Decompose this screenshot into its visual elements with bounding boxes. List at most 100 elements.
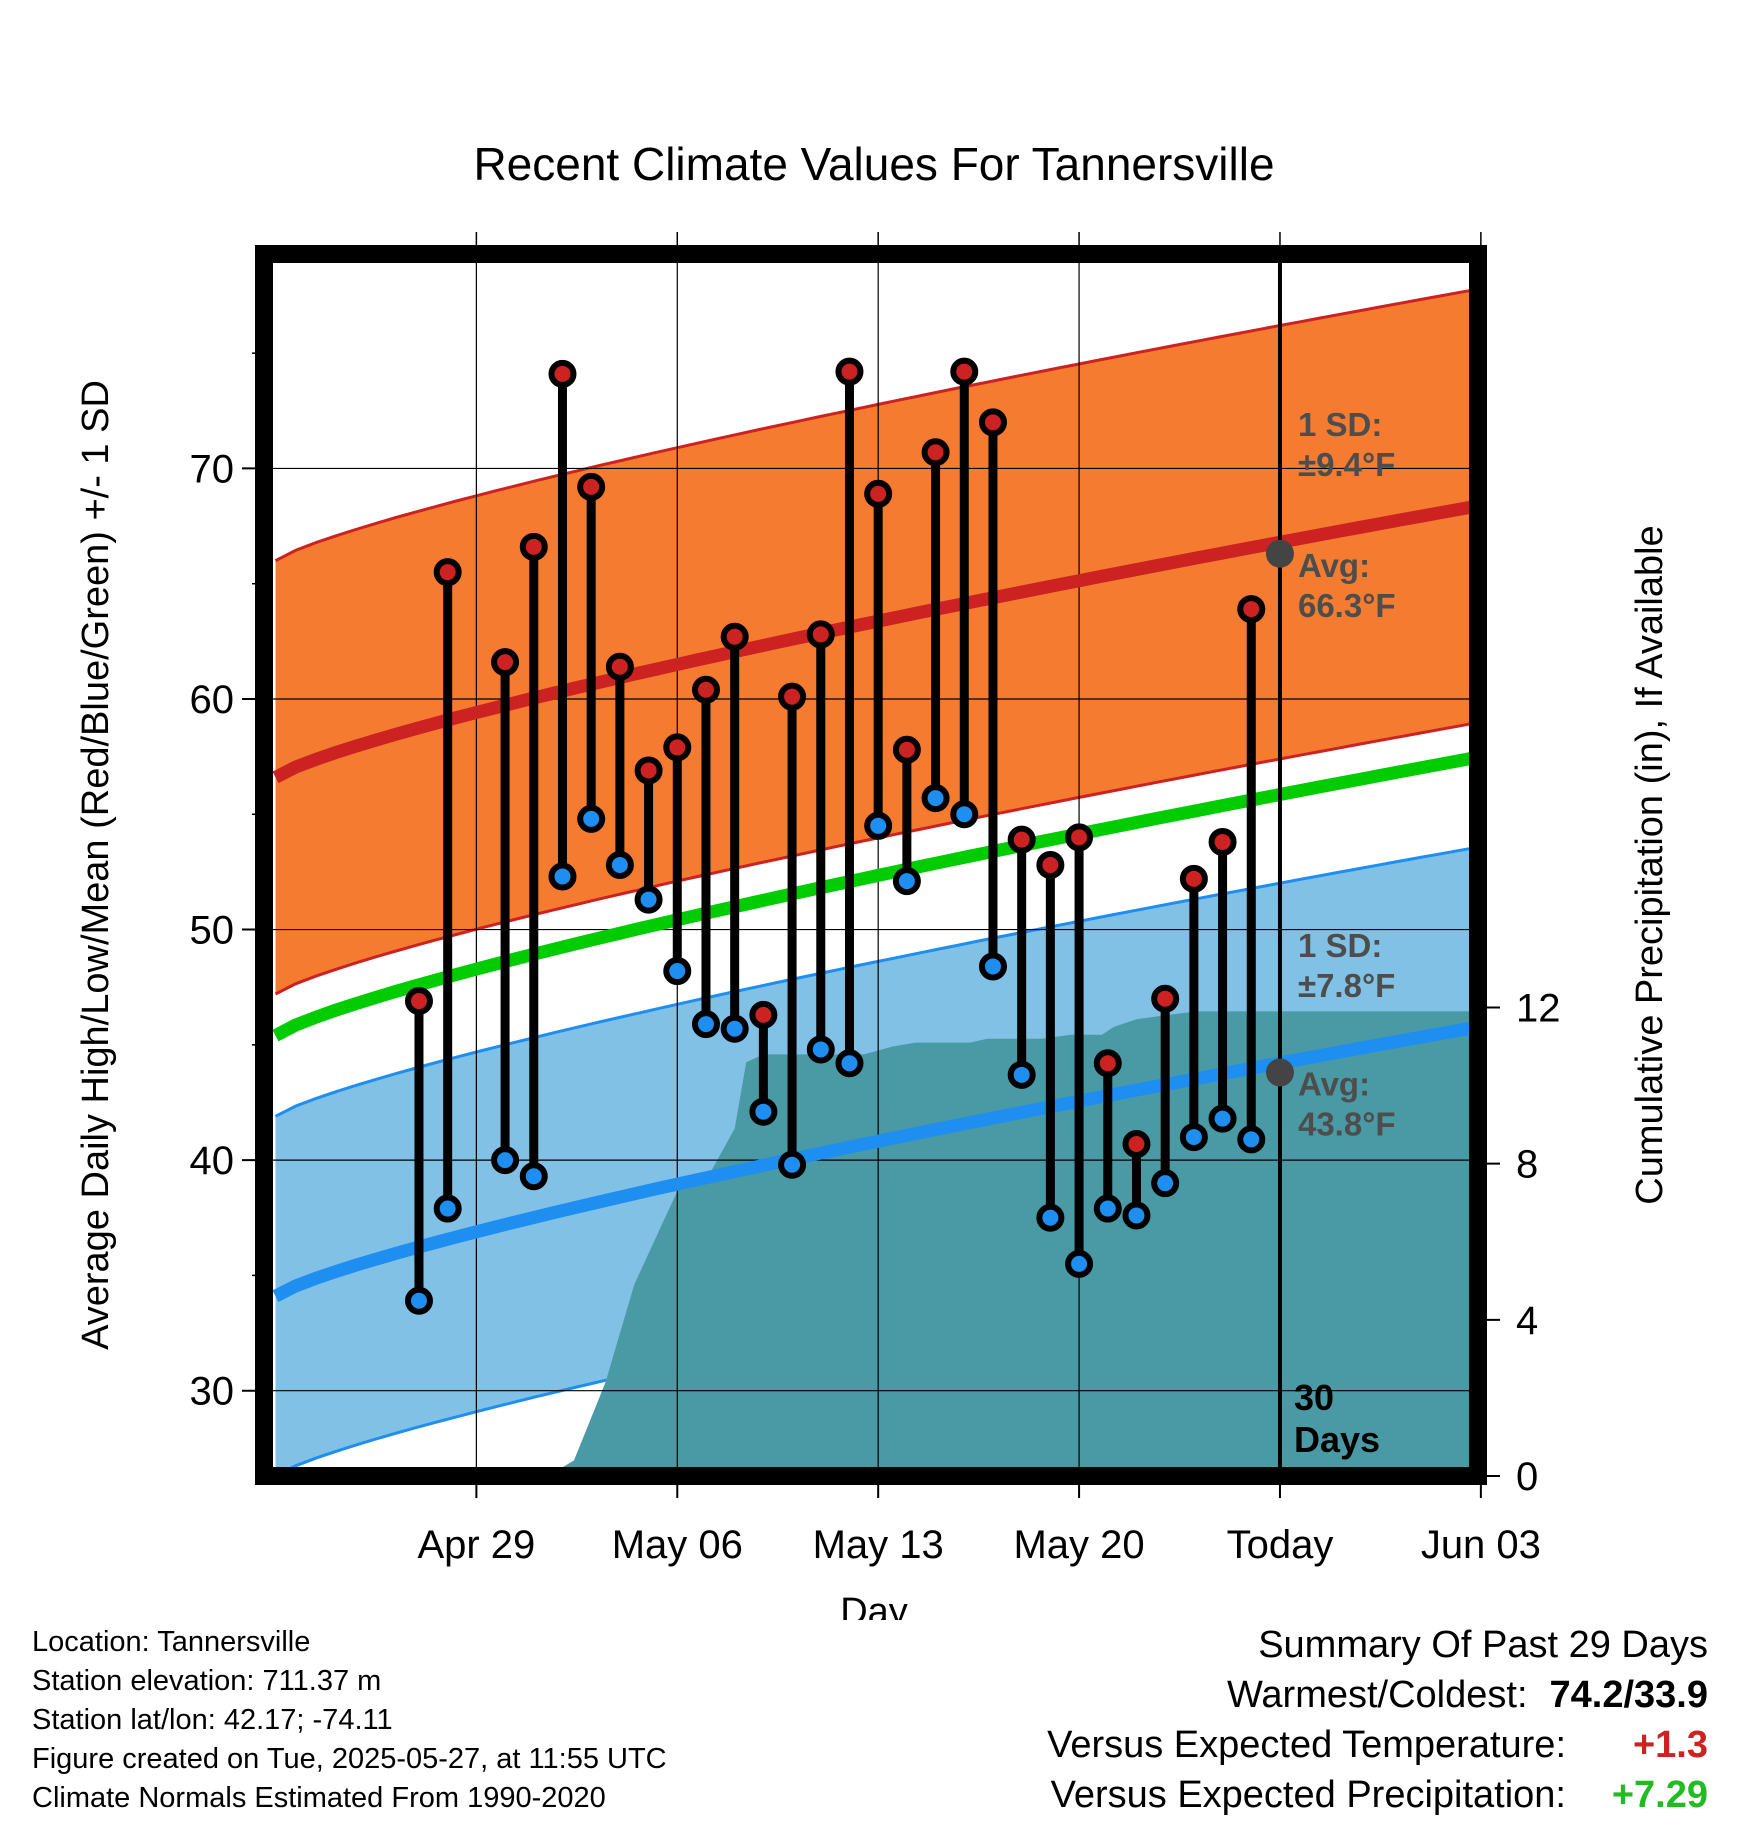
low-point	[1065, 1249, 1094, 1278]
low-point	[1007, 1060, 1036, 1089]
low-point	[404, 1286, 433, 1315]
low-point	[663, 957, 692, 986]
summary-temp-row: Versus Expected Temperature: +1.3	[1047, 1720, 1708, 1770]
low-point	[1093, 1194, 1122, 1223]
high-point	[1093, 1049, 1122, 1078]
annotation-line2: 43.8°F	[1298, 1106, 1396, 1143]
summary-panel: Summary Of Past 29 Days Warmest/Coldest:…	[1047, 1620, 1708, 1820]
plot-frame	[255, 245, 1487, 1485]
x-axis-label: Day	[840, 1591, 908, 1620]
temp-value: +1.3	[1632, 1724, 1708, 1766]
warm-cold-label: Warmest/Coldest:	[1226, 1674, 1528, 1716]
y-right-tick-label: 4	[1516, 1299, 1538, 1343]
low-point	[491, 1146, 520, 1175]
precip-value: +7.29	[1611, 1774, 1708, 1816]
high-point	[691, 675, 720, 704]
low-point	[978, 952, 1007, 981]
high-point	[634, 756, 663, 785]
high-point	[835, 357, 864, 386]
y-right-tick-label: 12	[1516, 987, 1561, 1031]
x-tick-label: Apr 29	[417, 1523, 535, 1567]
high-point	[1007, 825, 1036, 854]
high-point	[1179, 864, 1208, 893]
low-point	[778, 1150, 807, 1179]
y-tick-label: 50	[190, 909, 235, 953]
high-point	[921, 438, 950, 467]
low-point	[519, 1162, 548, 1191]
low-point	[950, 800, 979, 829]
y-right-tick-label: 0	[1516, 1455, 1538, 1499]
low-point	[864, 811, 893, 840]
precip-label: Versus Expected Precipitation:	[1050, 1774, 1566, 1816]
low-point	[577, 804, 606, 833]
high-point	[864, 479, 893, 508]
created-text: Figure created on Tue, 2025-05-27, at 11…	[32, 1743, 667, 1775]
low-point	[1179, 1123, 1208, 1152]
annotation-line2: 66.3°F	[1298, 587, 1396, 624]
low-point	[548, 862, 577, 891]
chart-title: Recent Climate Values For Tannersville	[473, 138, 1274, 190]
high-point	[663, 733, 692, 762]
high-point	[1122, 1129, 1151, 1158]
high-point	[892, 735, 921, 764]
low-point	[835, 1049, 864, 1078]
high-point	[778, 682, 807, 711]
low-point	[720, 1014, 749, 1043]
high-point	[950, 357, 979, 386]
x-tick-label: May 06	[612, 1523, 743, 1567]
location-text: Location: Tannersville	[32, 1626, 311, 1658]
low-point	[433, 1194, 462, 1223]
high-point	[491, 648, 520, 677]
annotation-line1: 1 SD:	[1298, 406, 1382, 443]
elevation-text: Station elevation: 711.37 m	[32, 1665, 382, 1697]
low-point	[1208, 1104, 1237, 1133]
station-info: Location: Tannersville Station elevation…	[32, 1623, 667, 1818]
high-point	[806, 620, 835, 649]
summary-warm-cold-row: Warmest/Coldest: 74.2/33.9	[1047, 1670, 1708, 1720]
normals-text: Climate Normals Estimated From 1990-2020	[32, 1782, 606, 1814]
y-axis-right-label: Cumulative Precipitation (in), If Availa…	[1629, 525, 1671, 1204]
y-tick-label: 60	[190, 678, 235, 722]
today-days-label: 30	[1294, 1377, 1334, 1418]
high-point	[1151, 984, 1180, 1013]
warm-cold-value: 74.2/33.9	[1549, 1674, 1708, 1716]
y-right-tick-label: 8	[1516, 1143, 1538, 1187]
today-normal-marker	[1265, 539, 1294, 568]
high-point	[978, 408, 1007, 437]
annotation-line2: ±9.4°F	[1298, 446, 1395, 483]
low-point	[1237, 1125, 1266, 1154]
x-tick-label: Jun 03	[1421, 1523, 1541, 1567]
annotation-line1: 1 SD:	[1298, 927, 1382, 964]
high-point	[577, 472, 606, 501]
temp-label: Versus Expected Temperature:	[1047, 1724, 1566, 1766]
high-point	[1208, 827, 1237, 856]
summary-heading: Summary Of Past 29 Days	[1258, 1624, 1708, 1666]
high-point	[433, 558, 462, 587]
low-point	[691, 1010, 720, 1039]
x-tick-label: Today	[1227, 1523, 1334, 1567]
low-point	[605, 851, 634, 879]
x-tick-label: May 13	[813, 1523, 944, 1567]
low-point	[1036, 1203, 1065, 1232]
today-days-label: Days	[1294, 1419, 1380, 1460]
y-tick-label: 70	[190, 447, 235, 491]
annotation-line1: Avg:	[1298, 1066, 1370, 1103]
y-axis-label: Average Daily High/Low/Mean (Red/Blue/Gr…	[75, 380, 117, 1350]
low-point	[921, 784, 950, 813]
high-point	[519, 532, 548, 561]
summary-precip-row: Versus Expected Precipitation: +7.29	[1047, 1770, 1708, 1820]
low-point	[892, 867, 921, 896]
x-tick-label: May 20	[1013, 1523, 1144, 1567]
latlon-text: Station lat/lon: 42.17; -74.11	[32, 1704, 393, 1736]
annotation-line2: ±7.8°F	[1298, 967, 1395, 1004]
y-tick-label: 40	[190, 1139, 235, 1183]
high-point	[749, 1000, 778, 1029]
low-point	[749, 1097, 778, 1126]
y-tick-label: 30	[190, 1370, 235, 1414]
high-point	[404, 987, 433, 1016]
annotation-line1: Avg:	[1298, 547, 1370, 584]
low-point	[1151, 1169, 1180, 1198]
low-point	[806, 1035, 835, 1064]
high-point	[1065, 823, 1094, 852]
low-point	[634, 885, 663, 914]
